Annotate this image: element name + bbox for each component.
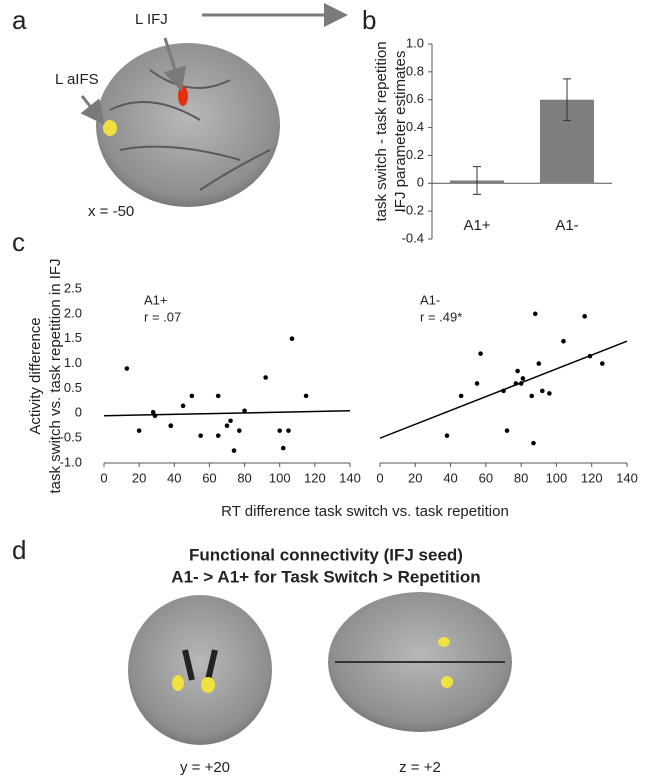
activation	[438, 637, 450, 647]
x-axis-label: RT difference task switch vs. task repet…	[221, 503, 509, 520]
y-axis-label: Activity difference	[27, 317, 44, 434]
x-tick-label: 20	[408, 470, 422, 485]
x-tick-label: 100	[269, 470, 291, 485]
activation-ifj	[178, 86, 188, 106]
point	[263, 375, 268, 380]
point	[225, 423, 230, 428]
x-tick-label: 80	[237, 470, 251, 485]
x-tick-label: 20	[132, 470, 146, 485]
fit-line	[380, 341, 627, 438]
point	[521, 376, 526, 381]
point	[478, 351, 483, 356]
region-label: L aIFS	[55, 71, 99, 88]
activation	[441, 676, 453, 688]
point	[281, 446, 286, 451]
x-tick-label: A1-	[555, 217, 578, 234]
y-axis-label: task switch - task repetition	[373, 41, 390, 221]
point	[168, 423, 173, 428]
y-tick-label: 0.5	[64, 380, 82, 395]
point	[232, 448, 237, 453]
activation	[201, 677, 215, 693]
point	[237, 428, 242, 433]
point	[536, 361, 541, 366]
y-tick-label: -1.0	[60, 454, 82, 469]
point	[198, 433, 203, 438]
point	[475, 381, 480, 386]
point	[181, 404, 186, 409]
point	[216, 433, 221, 438]
x-tick-label: A1+	[463, 217, 490, 234]
point	[515, 369, 520, 374]
fit-line	[104, 411, 350, 416]
x-tick-label: 140	[616, 470, 638, 485]
x-tick-label: 0	[376, 470, 383, 485]
panel-letter: a	[12, 5, 27, 35]
y-tick-label: 2.5	[64, 280, 82, 295]
y-tick-label: 0	[417, 175, 424, 190]
point	[304, 394, 309, 399]
panel-letter: c	[12, 227, 25, 257]
x-tick-label: 40	[167, 470, 181, 485]
x-tick-label: 100	[546, 470, 568, 485]
coordinate-label: x = -50	[88, 203, 134, 220]
panel-title: Functional connectivity (IFJ seed)	[189, 545, 463, 564]
x-tick-label: 140	[339, 470, 361, 485]
point	[582, 314, 587, 319]
point	[600, 361, 605, 366]
y-tick-label: -0.5	[60, 430, 82, 445]
point	[190, 394, 195, 399]
panel-title: A1- > A1+ for Task Switch > Repetition	[171, 567, 480, 586]
point	[531, 441, 536, 446]
point	[286, 428, 291, 433]
x-tick-label: 40	[443, 470, 457, 485]
point	[561, 339, 566, 344]
y-tick-label: -0.4	[402, 230, 424, 245]
coordinate-label: z = +2	[399, 759, 441, 776]
y-tick-label: 1.5	[64, 330, 82, 345]
y-tick-label: 2.0	[64, 305, 82, 320]
y-axis-label: IFJ parameter estimates	[392, 51, 409, 213]
x-tick-label: 80	[514, 470, 528, 485]
activation-aifs	[103, 120, 117, 136]
x-tick-label: 60	[202, 470, 216, 485]
point	[540, 389, 545, 394]
panel-letter: b	[362, 5, 376, 35]
point	[547, 391, 552, 396]
point	[445, 433, 450, 438]
point	[290, 336, 295, 341]
point	[533, 312, 538, 317]
annotation: r = .49*	[420, 309, 462, 324]
point	[137, 428, 142, 433]
point	[529, 394, 534, 399]
x-tick-label: 120	[581, 470, 603, 485]
brain-sagittal	[96, 43, 280, 207]
point	[459, 394, 464, 399]
y-tick-label: 1.0	[406, 35, 424, 50]
point	[216, 394, 221, 399]
y-tick-label: 0	[75, 405, 82, 420]
coordinate-label: y = +20	[180, 759, 230, 776]
activation	[172, 675, 184, 691]
annotation: r = .07	[144, 309, 181, 324]
point	[125, 366, 130, 371]
panel-letter: d	[12, 535, 26, 565]
region-label: L IFJ	[135, 11, 168, 28]
x-tick-label: 120	[304, 470, 326, 485]
point	[277, 428, 282, 433]
brain-coronal	[128, 595, 272, 745]
annotation: A1+	[144, 292, 168, 307]
x-tick-label: 0	[100, 470, 107, 485]
point	[505, 428, 510, 433]
figure: a L IFJ L aIFS x = -50 b c Activity diff…	[0, 0, 652, 779]
y-tick-label: 1.0	[64, 355, 82, 370]
annotation: A1-	[420, 292, 440, 307]
point	[228, 418, 233, 423]
x-tick-label: 60	[479, 470, 493, 485]
